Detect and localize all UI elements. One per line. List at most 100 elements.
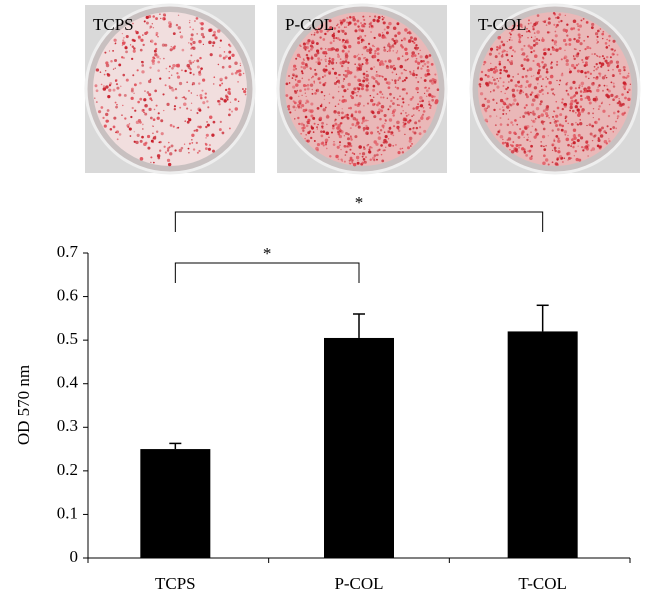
stain-dot <box>556 119 559 123</box>
stain-dot <box>237 69 241 73</box>
stain-dot <box>194 20 196 22</box>
stain-dot <box>532 110 535 113</box>
stain-dot <box>115 130 120 134</box>
stain-dot <box>502 101 506 105</box>
stain-dot <box>294 74 298 78</box>
stain-dot <box>502 43 506 47</box>
stain-dot <box>558 13 562 16</box>
stain-dot <box>311 75 314 78</box>
stain-dot <box>357 102 361 106</box>
stain-dot <box>190 92 193 94</box>
stain-dot <box>561 107 564 111</box>
stain-dot <box>115 80 117 82</box>
stain-dot <box>135 140 139 145</box>
stain-dot <box>570 27 574 31</box>
stain-dot <box>427 100 431 103</box>
stain-dot <box>143 142 147 147</box>
stain-dot <box>558 123 562 127</box>
stain-dot <box>614 49 616 52</box>
stain-dot <box>142 128 144 130</box>
stain-dot <box>596 35 599 38</box>
stain-dot <box>314 92 317 95</box>
stain-dot <box>565 62 569 67</box>
stain-dot <box>518 38 521 41</box>
stain-dot <box>592 108 595 110</box>
stain-dot <box>494 66 498 69</box>
stain-dot <box>316 106 320 110</box>
stain-dot <box>339 74 342 76</box>
stain-dot <box>512 124 514 126</box>
stain-dot <box>221 65 225 69</box>
stain-dot <box>370 131 374 135</box>
stain-dot <box>355 118 359 122</box>
stain-dot <box>347 67 349 69</box>
stain-dot <box>497 80 500 82</box>
stain-dot <box>338 114 340 117</box>
stain-dot <box>525 104 528 107</box>
stain-dot <box>392 50 394 52</box>
stain-dot <box>339 19 342 22</box>
stain-dot <box>210 29 212 31</box>
stain-dot <box>511 30 513 32</box>
stain-dot <box>325 131 330 135</box>
stain-dot <box>339 129 342 131</box>
stain-dot <box>597 108 600 111</box>
stain-dot <box>140 38 144 42</box>
stain-dot <box>370 25 373 28</box>
stain-dot <box>333 32 335 35</box>
stain-dot <box>530 75 533 78</box>
stain-dot <box>576 108 580 112</box>
stain-dot <box>322 144 325 147</box>
stain-dot <box>545 19 547 21</box>
stain-dot <box>357 110 362 114</box>
stain-dot <box>337 90 340 93</box>
stain-dot <box>343 135 345 137</box>
stain-dot <box>425 54 428 57</box>
stain-dot <box>129 135 132 137</box>
x-tick-label: P-COL <box>334 574 383 593</box>
stain-dot <box>383 131 386 134</box>
stain-dot <box>548 17 551 21</box>
stain-dot <box>606 125 609 128</box>
stain-dot <box>508 103 511 106</box>
stain-dot <box>353 55 357 59</box>
stain-dot <box>589 47 592 50</box>
stain-dot <box>499 68 503 72</box>
stain-dot <box>324 55 327 57</box>
stain-dot <box>401 55 404 57</box>
y-tick-label: 0.3 <box>57 416 78 435</box>
stain-dot <box>320 130 323 133</box>
stain-dot <box>190 109 192 111</box>
stain-dot <box>422 110 426 113</box>
stain-dot <box>320 134 324 138</box>
stain-dot <box>343 77 346 81</box>
stain-dot <box>296 79 301 84</box>
stain-dot <box>361 152 366 156</box>
stain-dot <box>174 149 177 152</box>
stain-dot <box>530 119 533 121</box>
stain-dot <box>196 65 200 69</box>
stain-dot <box>595 96 598 99</box>
stain-dot <box>568 42 572 46</box>
stain-dot <box>504 92 506 95</box>
stain-dot <box>356 161 360 165</box>
stain-dot <box>373 103 376 105</box>
stain-dot <box>596 88 600 93</box>
stain-dot <box>607 114 611 118</box>
stain-dot <box>526 138 529 142</box>
stain-dot <box>288 104 291 107</box>
stain-dot <box>552 12 556 15</box>
stain-dot <box>323 74 327 77</box>
stain-dot <box>393 39 396 43</box>
stain-dot <box>320 91 324 94</box>
stain-dot <box>295 67 297 70</box>
stain-dot <box>498 46 502 50</box>
stain-dot <box>350 138 353 141</box>
stain-dot <box>528 67 533 71</box>
stain-dot <box>148 107 152 112</box>
stain-dot <box>590 26 594 30</box>
stain-dot <box>378 132 381 135</box>
stain-dot <box>295 57 298 60</box>
stain-dot <box>387 108 390 111</box>
